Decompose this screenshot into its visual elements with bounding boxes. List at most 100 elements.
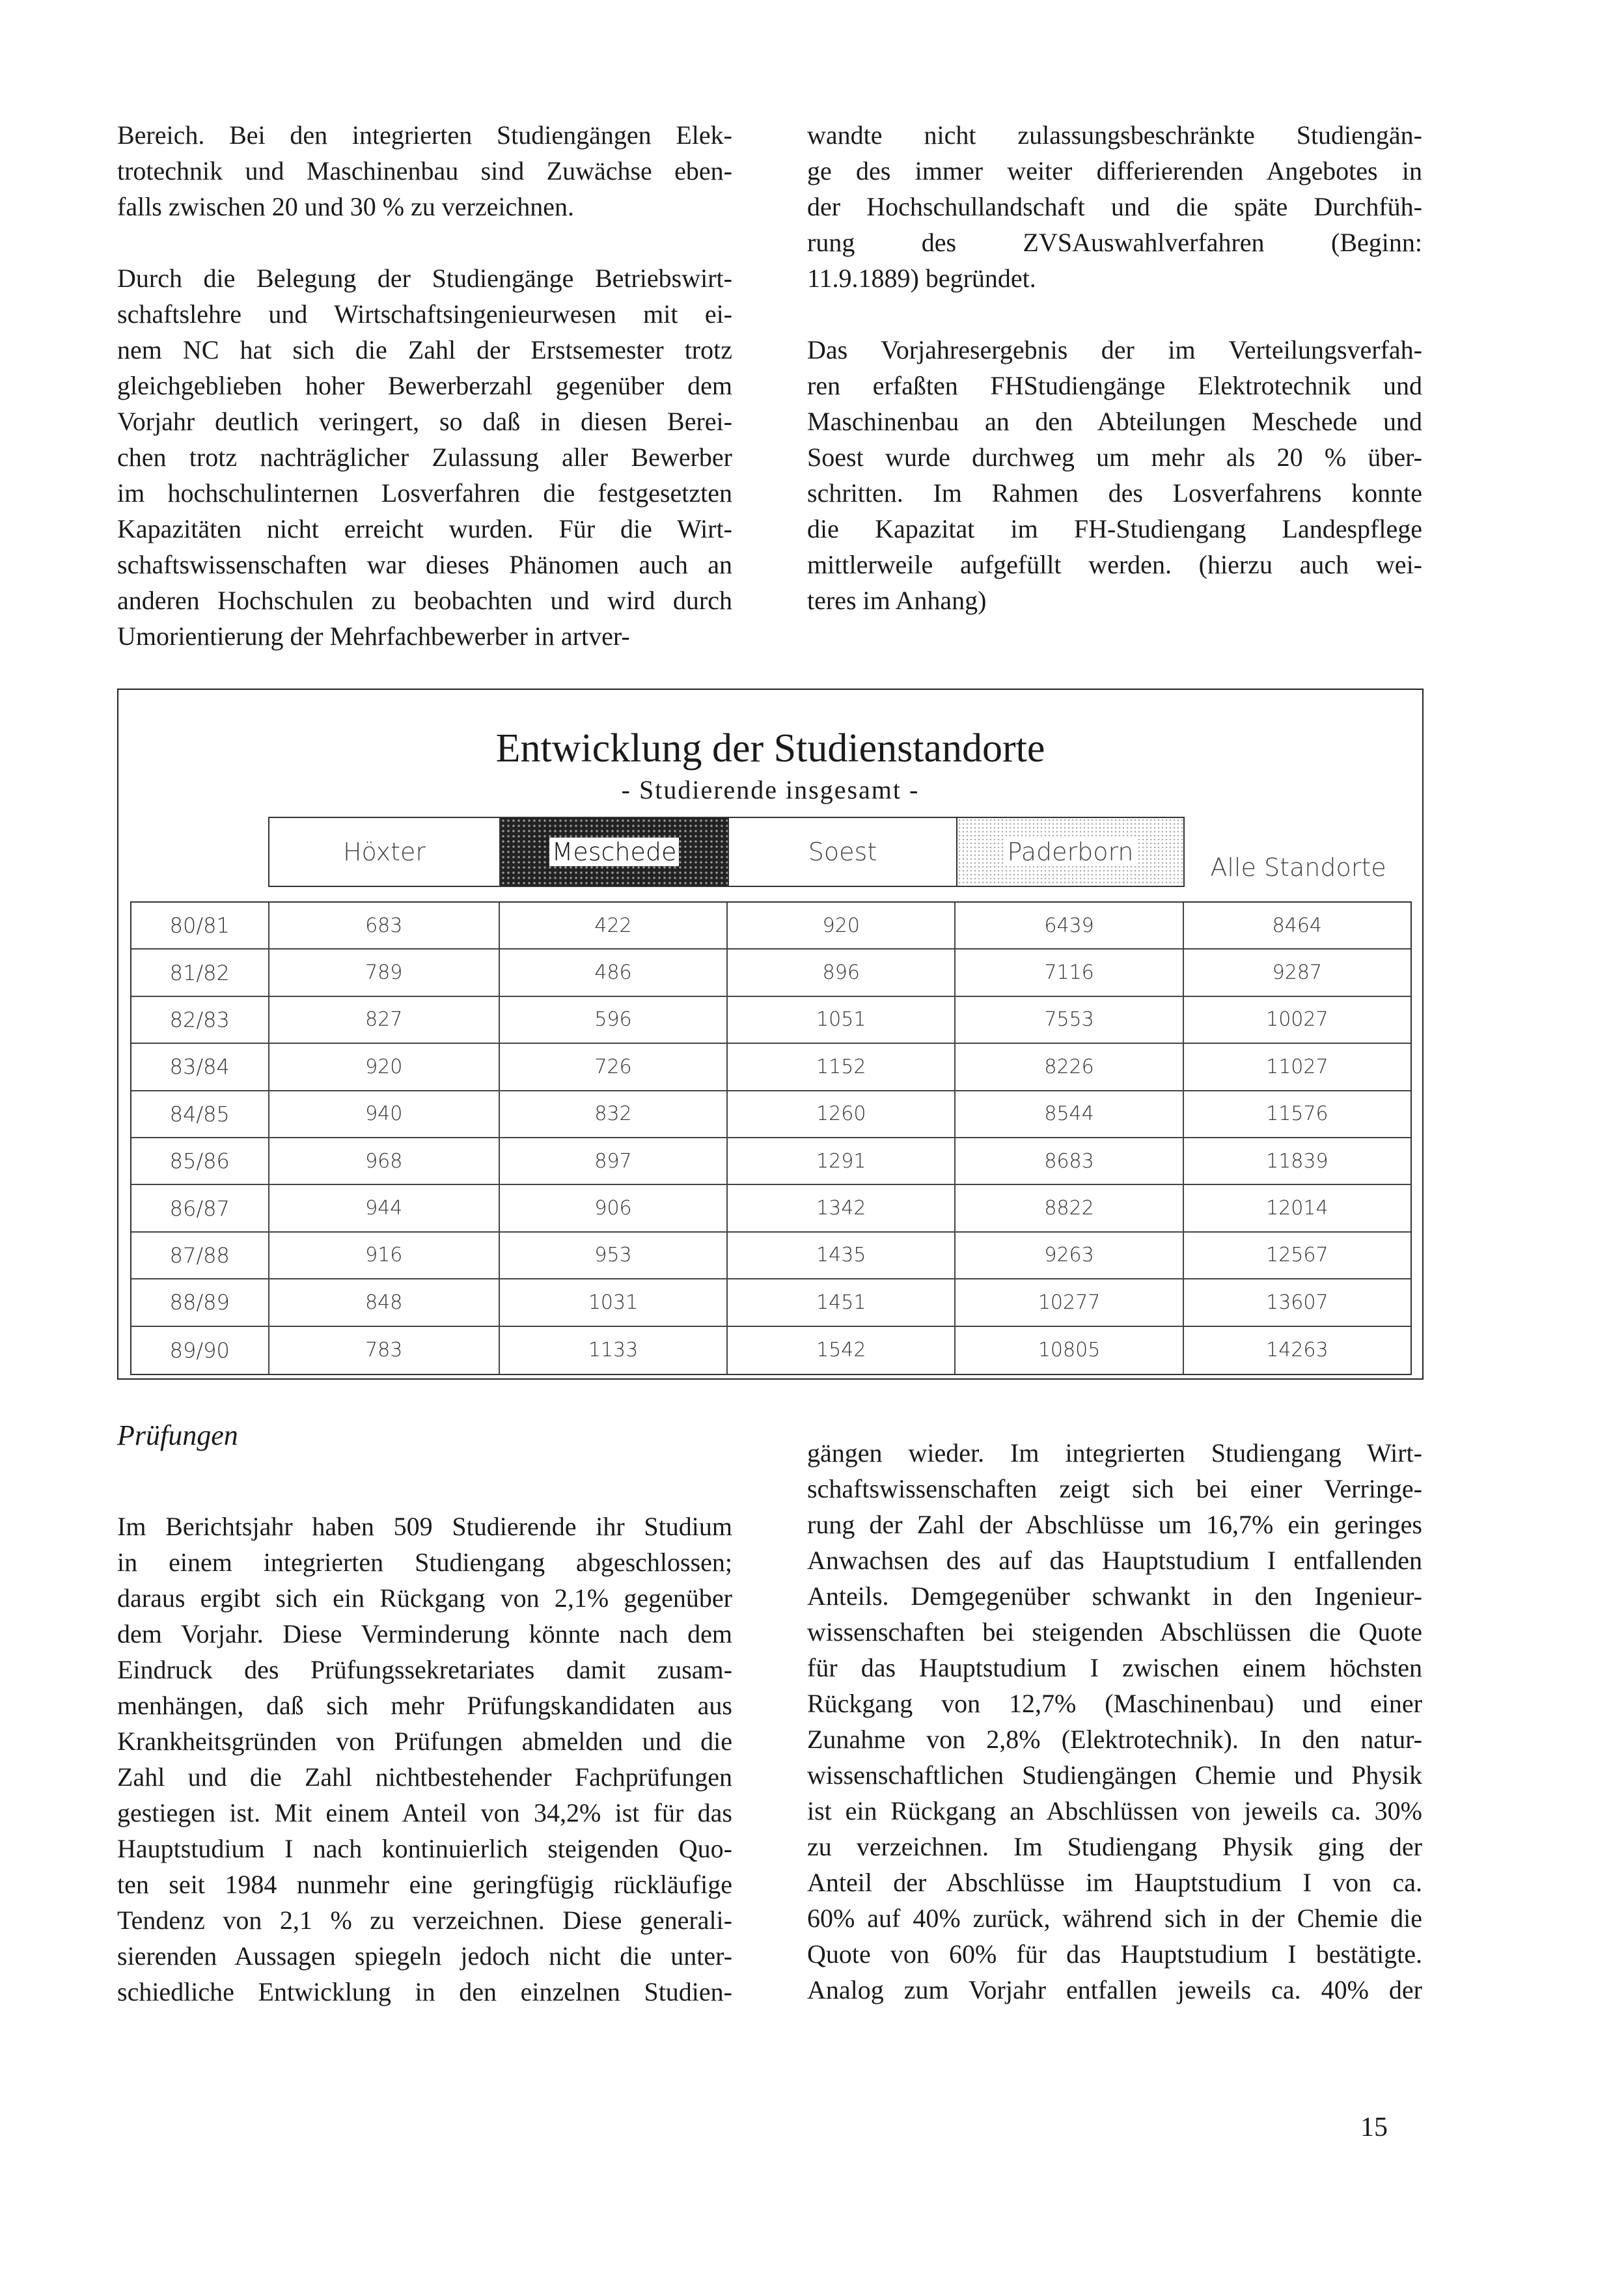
text-line: gleichgeblieben hoher Bewerberzahl gegen… (117, 371, 732, 400)
table-row: 81/82 789 486 896 7116 9287 (131, 950, 1411, 997)
value-cell: 1133 (500, 1326, 728, 1374)
value-cell: 14263 (1266, 1339, 1328, 1362)
value-cell: 789 (269, 950, 500, 996)
text-line: Zunahme von 2,8% (Elektrotechnik). In de… (807, 1725, 1422, 1754)
text-line: Rückgang von 12,7% (Maschinenbau) und ei… (807, 1689, 1422, 1718)
text-line: rung der Zahl der Abschlüsse um 16,7% ei… (807, 1510, 1422, 1539)
value-cell: 6439 (956, 903, 1184, 949)
value-cell: 1031 (500, 1279, 728, 1326)
paragraph: wandte nicht zulassungsbeschränkte Studi… (807, 117, 1422, 296)
text-line: sierenden Aussagen spiegeln jedoch nicht… (117, 1941, 732, 1971)
value-cell: 486 (500, 950, 728, 996)
header-hoexter: Höxter (268, 817, 501, 887)
paragraph: Bereich. Bei den integrierten Studiengän… (117, 117, 732, 225)
value-cell: 8464 (1272, 914, 1323, 937)
text-line: teres im Anhang) (807, 586, 987, 615)
top-left-column: Bereich. Bei den integrierten Studiengän… (117, 117, 732, 690)
text-line: nem NC hat sich die Zahl der Erstsemeste… (117, 335, 732, 364)
year-cell: 86/87 (131, 1185, 269, 1231)
value-cell: 940 (269, 1091, 500, 1137)
text-line: 11.9.1889) begründet. (807, 264, 1036, 293)
value-cell: 11027 (1266, 1055, 1328, 1078)
text-line: falls zwischen 20 und 30 % zu verzeichne… (117, 192, 574, 221)
value-cell: 726 (500, 1044, 728, 1090)
text-line: Soest wurde durchweg um mehr als 20 % üb… (807, 443, 1422, 472)
header-meschede: Meschede (499, 817, 729, 887)
year-cell: 80/81 (131, 903, 269, 949)
text-line: dem Vorjahr. Diese Verminderung könnte n… (117, 1619, 732, 1648)
year-cell: 89/90 (131, 1326, 269, 1374)
table-title: Entwicklung der Studienstandorte (495, 726, 1045, 771)
value-cell: 8683 (956, 1138, 1184, 1184)
text-line: schaftswissenschaften war dieses Phänome… (117, 550, 732, 579)
value-cell: 9287 (1272, 961, 1323, 985)
header-label: Meschede (549, 838, 680, 866)
bottom-left-column: Im Berichtsjahr haben 509 Studierende ih… (117, 1509, 732, 2045)
value-cell: 1435 (728, 1232, 956, 1279)
section-heading: Prüfungen (117, 1419, 238, 1451)
text-line: zu verzeichnen. Im Studiengang Physik gi… (807, 1832, 1422, 1861)
text-line: Hauptstudium I nach kontinuierlich steig… (117, 1834, 732, 1863)
value-cell: 920 (269, 1044, 500, 1090)
text-line: Anteils. Demgegenüber schwankt in den In… (807, 1581, 1422, 1611)
value-cell: 1342 (728, 1185, 956, 1231)
value-cell: 9263 (956, 1232, 1184, 1279)
text-line: Eindruck des Prüfungssekretariates damit… (117, 1655, 732, 1684)
value-cell: 953 (500, 1232, 728, 1279)
text-line: der Hochschullandschaft und die späte Du… (807, 192, 1422, 221)
year-cell: 88/89 (131, 1279, 269, 1326)
table-row: 89/90 783 1133 1542 10805 14263 (131, 1326, 1411, 1374)
text-line: chen trotz nachträglicher Zulassung alle… (117, 443, 732, 472)
text-line: wandte nicht zulassungsbeschränkte Studi… (807, 120, 1422, 150)
paragraph: gängen wieder. Im integrierten Studienga… (807, 1435, 1422, 2008)
text-line: Anwachsen des auf das Hauptstudium I ent… (807, 1546, 1422, 1575)
header-alle-standorte: Alle Standorte (1185, 817, 1412, 887)
data-grid: 80/81 683 422 920 6439 8464 81/82 789 486 896 7116… (130, 901, 1412, 1375)
header-label: Paderborn (1004, 838, 1136, 866)
text-line: gestiegen ist. Mit einem Anteil von 34,2… (117, 1798, 732, 1827)
text-line: Tendenz von 2,1 % zu verzeichnen. Diese … (117, 1906, 732, 1935)
value-cell: 11576 (1266, 1102, 1328, 1126)
text-line: menhängen, daß sich mehr Prüfungskandida… (117, 1691, 732, 1720)
value-cell: 896 (728, 950, 956, 996)
value-cell: 596 (500, 996, 728, 1043)
text-line: daraus ergibt sich ein Rückgang von 2,1%… (117, 1583, 732, 1613)
value-cell: 422 (500, 903, 728, 949)
value-cell: 1291 (728, 1138, 956, 1184)
text-line: Umorientierung der Mehrfachbewerber in a… (117, 622, 630, 651)
text-line: für das Hauptstudium I zwischen einem hö… (807, 1653, 1422, 1682)
value-cell: 7553 (956, 996, 1184, 1043)
paragraph: Das Vorjahresergebnis der im Verteilungs… (807, 332, 1422, 618)
header-label: Höxter (342, 838, 426, 866)
text-line: in einem integrierten Studiengang abgesc… (117, 1548, 732, 1577)
text-line: Maschinenbau an den Abteilungen Meschede… (807, 407, 1422, 436)
text-line: Anteil der Abschlüsse im Hauptstudium I … (807, 1868, 1422, 1897)
value-cell: 1260 (728, 1091, 956, 1137)
value-cell: 968 (269, 1138, 500, 1184)
value-cell: 12014 (1266, 1197, 1328, 1220)
paragraph: Im Berichtsjahr haben 509 Studierende ih… (117, 1509, 732, 2010)
value-cell: 897 (500, 1138, 728, 1184)
year-cell: 87/88 (131, 1232, 269, 1279)
paragraph: Durch die Belegung der Studiengänge Betr… (117, 260, 732, 654)
text-line: Bereich. Bei den integrierten Studiengän… (117, 120, 732, 150)
value-cell: 1152 (728, 1044, 956, 1090)
text-line: die Kapazitat im FH-Studiengang Landespf… (807, 514, 1422, 543)
text-line: wissenschaftlichen Studiengängen Chemie … (807, 1760, 1422, 1790)
text-line: Analog zum Vorjahr entfallen jeweils ca.… (807, 1975, 1422, 2004)
bottom-right-column: gängen wieder. Im integrierten Studienga… (807, 1435, 1422, 2043)
value-cell: 10027 (1266, 1008, 1328, 1032)
text-line: Kapazitäten nicht erreicht wurden. Für d… (117, 514, 732, 543)
value-cell: 827 (269, 996, 500, 1043)
table-row: 84/85 940 832 1260 8544 11576 (131, 1091, 1411, 1138)
value-cell: 10805 (956, 1326, 1184, 1374)
value-cell: 10277 (956, 1279, 1184, 1326)
value-cell: 906 (500, 1185, 728, 1231)
table-row: 83/84 920 726 1152 8226 11027 (131, 1044, 1411, 1091)
text-line: gängen wieder. Im integrierten Studienga… (807, 1438, 1422, 1468)
table-row: 88/89 848 1031 1451 10277 13607 (131, 1279, 1411, 1327)
text-line: ge des immer weiter differierenden Angeb… (807, 156, 1422, 185)
value-cell: 11839 (1266, 1149, 1328, 1173)
value-cell: 8822 (956, 1185, 1184, 1231)
value-cell: 916 (269, 1232, 500, 1279)
